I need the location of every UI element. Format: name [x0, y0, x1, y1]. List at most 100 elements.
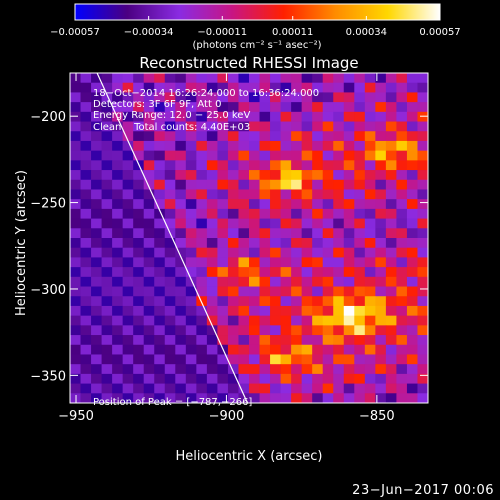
heatmap-cell	[417, 354, 428, 365]
heatmap-cell	[291, 296, 303, 307]
heatmap-cell	[406, 238, 418, 249]
heatmap-cell	[143, 150, 155, 161]
heatmap-cell	[312, 276, 324, 287]
heatmap-cell	[385, 286, 397, 297]
heatmap-cell	[280, 383, 292, 394]
heatmap-cell	[375, 315, 387, 326]
heatmap-cell	[343, 344, 355, 355]
heatmap-cell	[70, 296, 81, 307]
heatmap-cell	[259, 276, 271, 287]
heatmap-cell	[301, 228, 313, 239]
heatmap-cell	[185, 73, 197, 84]
heatmap-cell	[143, 373, 155, 384]
heatmap-cell	[343, 199, 355, 210]
heatmap-cell	[301, 354, 313, 365]
heatmap-cell	[175, 286, 187, 297]
heatmap-cell	[164, 218, 176, 229]
heatmap-cell	[406, 208, 418, 219]
heatmap-cell	[291, 150, 303, 161]
heatmap-cell	[301, 73, 313, 84]
heatmap-cell	[227, 102, 239, 113]
heatmap-cell	[122, 325, 134, 336]
heatmap-cell	[217, 179, 229, 190]
heatmap-cell	[259, 140, 271, 152]
heatmap-cell	[259, 238, 271, 249]
heatmap-cell	[133, 189, 145, 200]
heatmap-cell	[343, 189, 355, 200]
heatmap-cell	[354, 238, 366, 249]
heatmap-cell	[406, 170, 418, 181]
heatmap-cell	[175, 208, 187, 219]
heatmap-cell	[91, 102, 102, 113]
heatmap-cell	[280, 393, 292, 403]
heatmap-cell	[185, 140, 197, 152]
heatmap-cell	[91, 111, 102, 122]
heatmap-cell	[133, 179, 145, 190]
heatmap-cell	[154, 383, 166, 394]
heatmap-cell	[291, 344, 303, 355]
heatmap-cell	[227, 335, 239, 346]
heatmap-cell	[291, 257, 303, 268]
heatmap-cell	[343, 286, 355, 297]
heatmap-cell	[175, 276, 187, 287]
heatmap-cell	[333, 276, 345, 287]
heatmap-cell	[196, 364, 208, 375]
heatmap-cell	[312, 131, 324, 142]
heatmap-cell	[385, 267, 397, 278]
heatmap-cell	[206, 364, 218, 375]
heatmap-cell	[354, 140, 366, 152]
heatmap-cell	[238, 140, 250, 152]
heatmap-cell	[143, 238, 155, 249]
heatmap-cell	[70, 315, 81, 326]
heatmap-cell	[249, 276, 260, 287]
heatmap-cell	[164, 170, 176, 181]
heatmap-cell	[164, 305, 176, 317]
heatmap-cell	[333, 335, 345, 346]
heatmap-cell	[133, 140, 145, 152]
heatmap-cell	[291, 364, 303, 375]
heatmap-cell	[217, 276, 229, 287]
heatmap-cell	[164, 296, 176, 307]
heatmap-cell	[364, 344, 376, 355]
heatmap-cell	[417, 257, 428, 268]
heatmap-cell	[164, 364, 176, 375]
heatmap-cell	[227, 73, 239, 84]
heatmap-cell	[154, 111, 166, 122]
heatmap-cell	[196, 121, 208, 132]
heatmap-cell	[164, 189, 176, 200]
heatmap-cell	[343, 247, 355, 258]
heatmap-cell	[280, 373, 292, 384]
heatmap-cell	[343, 364, 355, 375]
heatmap-cell	[101, 218, 113, 229]
heatmap-cell	[343, 238, 355, 249]
heatmap-cell	[101, 238, 113, 249]
heatmap-cell	[238, 344, 250, 355]
heatmap-cell	[164, 335, 176, 346]
heatmap-cell	[259, 111, 271, 122]
heatmap-cell	[133, 131, 145, 142]
heatmap-cell	[417, 199, 428, 210]
heatmap-cell	[175, 140, 187, 152]
heatmap-cell	[143, 364, 155, 375]
heatmap-cell	[217, 199, 229, 210]
heatmap-cell	[133, 383, 145, 394]
heatmap-cell	[133, 267, 145, 278]
heatmap-cell	[227, 286, 239, 297]
heatmap-cell	[396, 247, 408, 258]
colorbar-tick-label: 0.00011	[272, 27, 313, 38]
heatmap-cell	[227, 354, 239, 365]
heatmap-cell	[175, 131, 187, 142]
heatmap-cell	[80, 296, 92, 307]
heatmap-cell	[322, 364, 334, 375]
heatmap-cell	[196, 325, 208, 336]
heatmap-cell	[312, 335, 324, 346]
heatmap-cell	[343, 296, 355, 307]
heatmap-cell	[227, 393, 239, 403]
heatmap-cell	[185, 218, 197, 229]
heatmap-cell	[364, 238, 376, 249]
heatmap-cell	[322, 170, 334, 181]
heatmap-cell	[80, 238, 92, 249]
heatmap-cell	[406, 102, 418, 113]
heatmap-cell	[238, 247, 250, 258]
heatmap-cell	[270, 160, 281, 171]
